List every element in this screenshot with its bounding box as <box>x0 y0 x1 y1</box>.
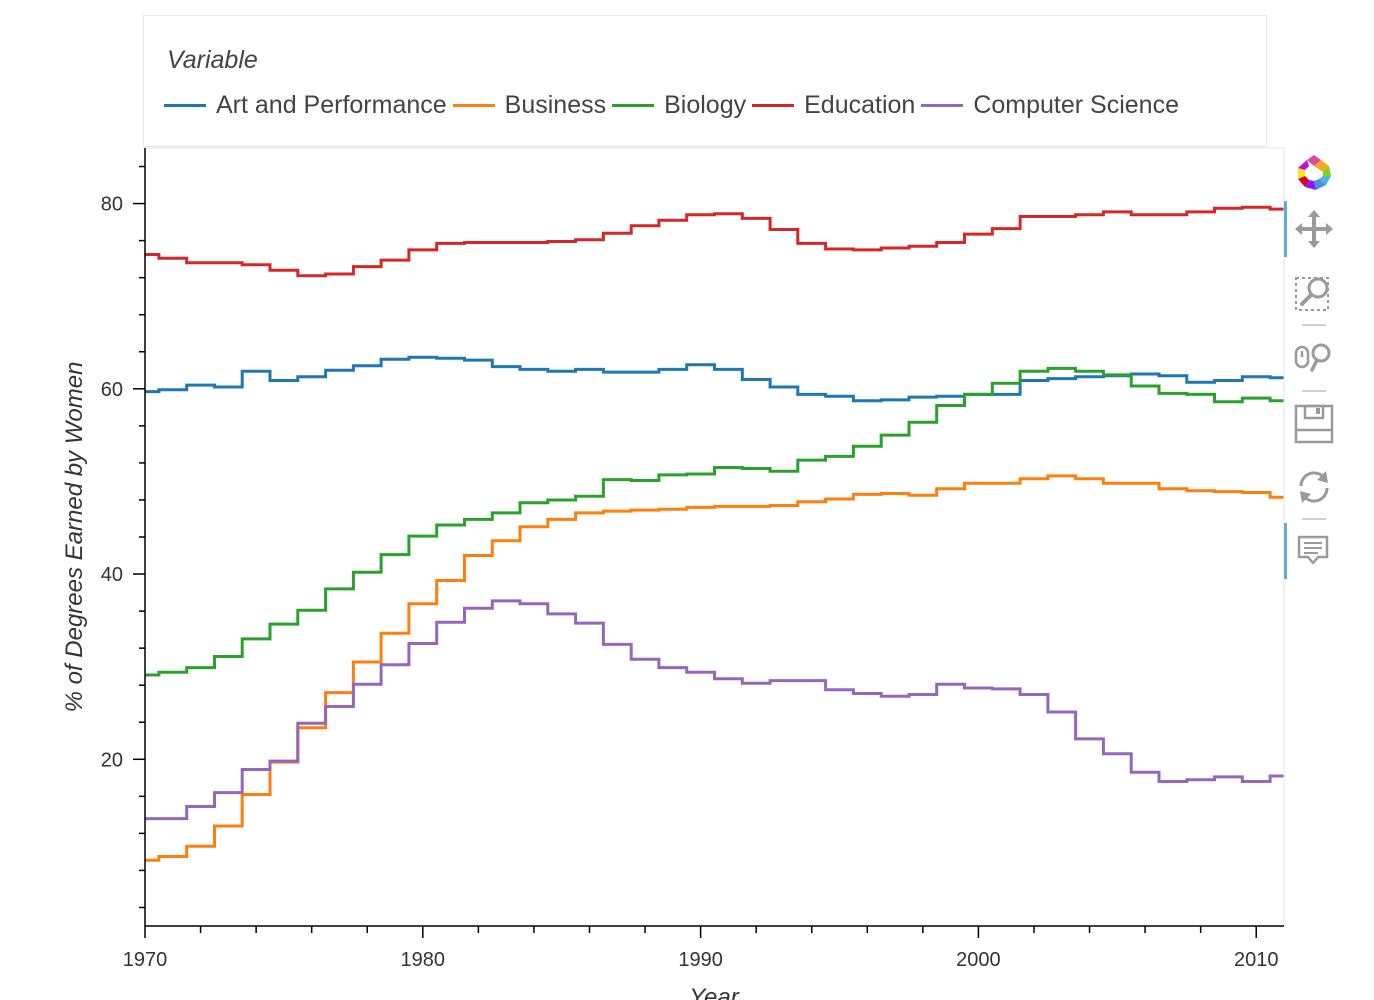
legend-label: Art and Performance <box>216 91 447 119</box>
legend-items: Art and Performance Business Biology Educat… <box>164 91 1185 120</box>
save-tool-icon[interactable] <box>1284 395 1344 451</box>
x-tick-label: 2000 <box>956 949 1001 971</box>
legend-swatch <box>452 104 495 107</box>
y-tick-label: 40 <box>101 564 123 586</box>
hover-tool-icon[interactable] <box>1284 523 1344 579</box>
series-line <box>145 599 1284 821</box>
plot-frame <box>144 147 1285 927</box>
box-zoom-tool-icon[interactable] <box>1284 265 1344 321</box>
y-tick-label: 80 <box>101 194 123 216</box>
wheel-zoom-tool-icon[interactable] <box>1284 331 1344 387</box>
legend-label: Computer Science <box>973 91 1179 119</box>
x-tick-label: 1990 <box>678 949 723 971</box>
legend-label: Business <box>504 91 607 119</box>
x-axis-label: Year <box>689 984 739 1000</box>
legend-swatch <box>921 104 964 107</box>
y-axis-label: % of Degrees Earned by Women <box>61 362 88 713</box>
x-tick-label: 2010 <box>1234 949 1279 971</box>
legend-item[interactable]: Art and Performance <box>164 91 447 120</box>
legend-label: Biology <box>664 91 747 119</box>
series-layer <box>145 205 1284 862</box>
toolbar-divider <box>1302 518 1326 520</box>
x-tick-label: 1980 <box>401 949 446 971</box>
legend-item[interactable]: Business <box>452 91 607 120</box>
series-line <box>145 355 1284 403</box>
legend-swatch <box>612 104 655 107</box>
series-line <box>145 474 1284 862</box>
series-line <box>145 205 1284 278</box>
legend-label: Education <box>804 91 916 119</box>
series-line <box>145 366 1284 677</box>
legend-swatch <box>752 104 795 107</box>
pan-tool-icon[interactable] <box>1284 201 1344 257</box>
legend-item[interactable]: Computer Science <box>921 91 1179 120</box>
legend-item[interactable]: Education <box>752 91 915 120</box>
bokeh-logo-icon[interactable] <box>1284 145 1344 201</box>
toolbar-divider <box>1302 324 1326 326</box>
y-tick-label: 60 <box>101 379 123 401</box>
legend: Variable Art and Performance Business Biol… <box>143 15 1267 147</box>
legend-title: Variable <box>167 46 258 74</box>
axes-layer: 1970 1980 1990 2000 2010 20 40 60 80 <box>101 147 1285 971</box>
legend-swatch <box>164 104 206 107</box>
toolbar-divider <box>1302 390 1326 392</box>
legend-item[interactable]: Biology <box>612 91 746 120</box>
reset-tool-icon[interactable] <box>1284 459 1344 515</box>
y-tick-label: 20 <box>101 749 123 771</box>
x-tick-label: 1970 <box>123 949 168 971</box>
